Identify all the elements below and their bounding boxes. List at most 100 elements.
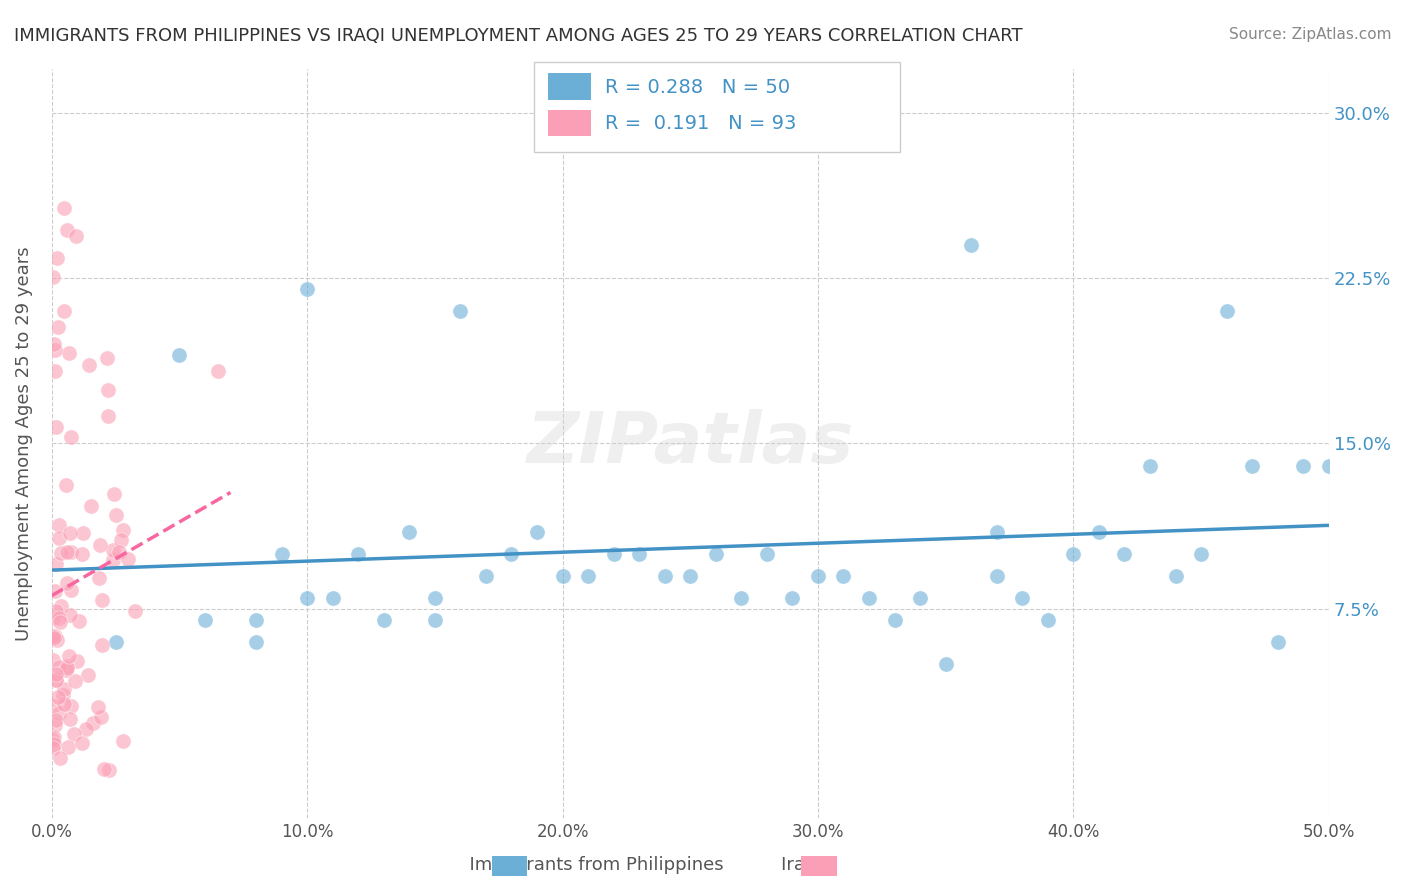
Point	[89, 538, 111, 552]
Point	[56, 576, 79, 591]
Point	[858, 591, 880, 605]
Point	[59, 607, 82, 622]
Point	[373, 613, 395, 627]
Point	[679, 569, 702, 583]
Point	[90, 710, 112, 724]
Text: IMMIGRANTS FROM PHILIPPINES VS IRAQI UNEMPLOYMENT AMONG AGES 25 TO 29 YEARS CORR: IMMIGRANTS FROM PHILIPPINES VS IRAQI UNE…	[14, 27, 1022, 45]
Point	[56, 223, 79, 237]
Point	[42, 629, 65, 643]
Point	[46, 690, 69, 704]
Point	[730, 591, 752, 605]
Point	[96, 351, 118, 366]
Text: R =  0.191   N = 93: R = 0.191 N = 93	[605, 114, 796, 134]
Point	[48, 518, 70, 533]
Point	[58, 345, 80, 359]
Point	[1241, 458, 1264, 473]
Point	[97, 384, 120, 398]
Point	[245, 613, 267, 627]
Point	[42, 740, 65, 755]
Point	[42, 631, 65, 645]
Point	[48, 531, 70, 545]
Point	[52, 697, 75, 711]
Point	[53, 682, 76, 697]
Point	[755, 547, 778, 561]
Point	[347, 547, 370, 561]
Point	[602, 547, 624, 561]
Point	[52, 688, 75, 702]
Point	[58, 649, 80, 664]
Point	[551, 569, 574, 583]
Point	[90, 593, 112, 607]
Point	[42, 737, 65, 751]
Point	[908, 591, 931, 605]
Point	[87, 700, 110, 714]
Point	[97, 409, 120, 423]
Point	[883, 613, 905, 627]
Point	[42, 611, 65, 625]
Point	[45, 713, 67, 727]
Point	[42, 270, 65, 285]
Point	[104, 635, 127, 649]
Point	[59, 525, 82, 540]
Point	[105, 508, 128, 523]
Point	[1139, 458, 1161, 473]
Point	[66, 654, 89, 668]
Point	[475, 569, 498, 583]
Point	[782, 591, 804, 605]
Point	[49, 615, 72, 630]
Point	[654, 569, 676, 583]
Point	[45, 673, 67, 687]
Point	[423, 591, 446, 605]
Point	[60, 545, 83, 559]
Point	[55, 545, 77, 559]
Text: ZIPatlas: ZIPatlas	[527, 409, 853, 478]
Point	[194, 613, 217, 627]
Point	[44, 629, 66, 643]
Point	[108, 545, 131, 559]
Point	[42, 731, 65, 746]
Point	[87, 571, 110, 585]
Point	[52, 201, 75, 215]
Point	[44, 583, 66, 598]
Point	[77, 358, 100, 372]
Point	[59, 698, 82, 713]
Point	[1062, 547, 1084, 561]
Point	[59, 430, 82, 444]
Point	[56, 659, 79, 673]
Point	[1036, 613, 1059, 627]
Point	[44, 337, 66, 351]
Point	[93, 762, 115, 776]
Point	[169, 348, 191, 362]
Point	[295, 282, 318, 296]
Point	[628, 547, 651, 561]
Point	[49, 546, 72, 560]
Point	[207, 363, 229, 377]
Point	[48, 660, 70, 674]
Point	[77, 668, 100, 682]
Point	[44, 364, 66, 378]
Point	[45, 420, 67, 434]
Point	[101, 542, 124, 557]
Point	[45, 632, 67, 647]
Point	[79, 499, 101, 513]
Point	[44, 343, 66, 358]
Point	[103, 486, 125, 500]
Point	[1267, 635, 1289, 649]
Point	[67, 615, 90, 629]
Y-axis label: Unemployment Among Ages 25 to 29 years: Unemployment Among Ages 25 to 29 years	[15, 246, 32, 640]
Point	[75, 722, 97, 736]
Point	[1164, 569, 1187, 583]
Point	[49, 751, 72, 765]
Point	[704, 547, 727, 561]
Text: Source: ZipAtlas.com: Source: ZipAtlas.com	[1229, 27, 1392, 42]
Point	[245, 635, 267, 649]
Point	[986, 524, 1008, 539]
Point	[423, 613, 446, 627]
Point	[295, 591, 318, 605]
Point	[270, 547, 292, 561]
Point	[98, 764, 121, 778]
Point	[70, 736, 93, 750]
Point	[45, 251, 67, 265]
Point	[59, 712, 82, 726]
Point	[832, 569, 855, 583]
